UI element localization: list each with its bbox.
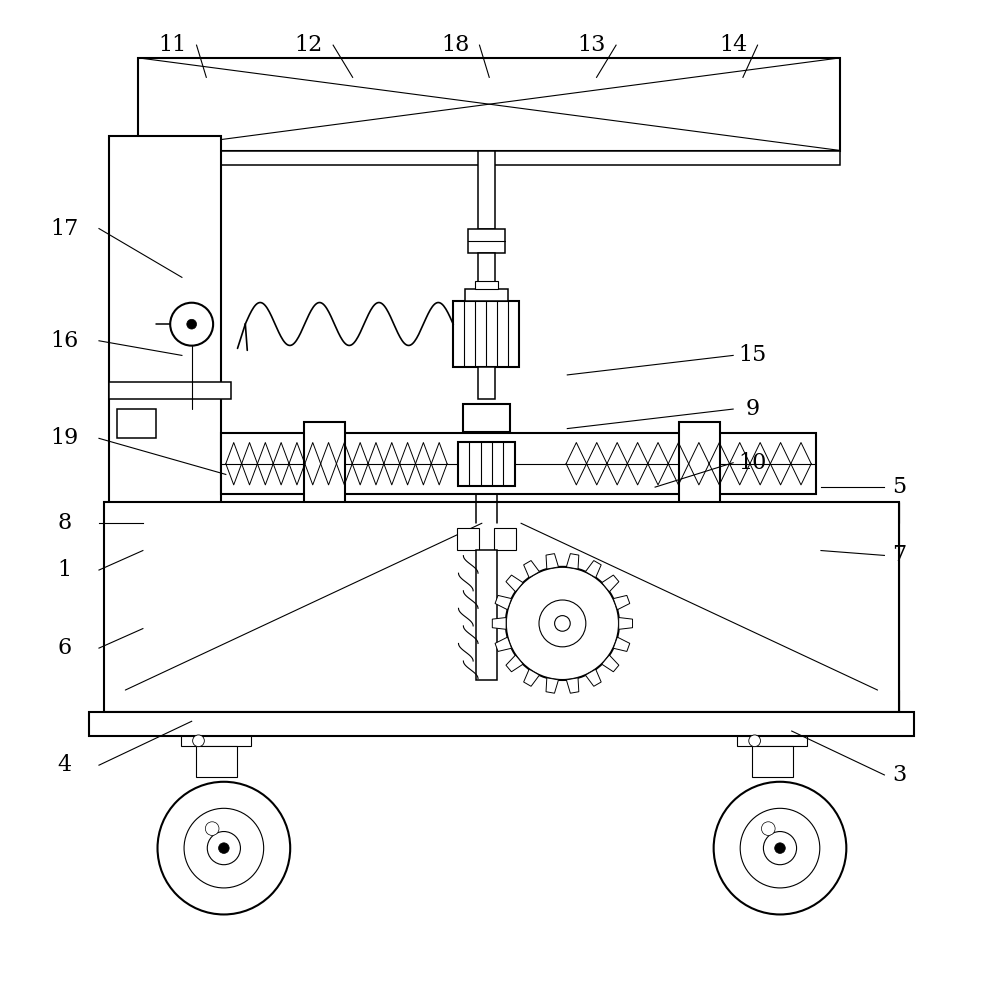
Text: 7: 7 — [892, 544, 906, 567]
Bar — [477, 151, 495, 228]
Bar — [468, 228, 505, 253]
Bar — [104, 502, 126, 711]
Bar — [477, 253, 495, 302]
Bar — [138, 58, 840, 151]
Bar — [304, 422, 345, 506]
Text: 4: 4 — [58, 754, 72, 776]
Bar — [181, 736, 251, 746]
Text: 13: 13 — [578, 34, 606, 56]
Bar — [109, 382, 231, 400]
Bar — [680, 422, 721, 506]
Text: 18: 18 — [441, 34, 469, 56]
Bar — [877, 502, 899, 711]
Bar — [117, 409, 156, 438]
Bar — [476, 550, 497, 680]
Text: 15: 15 — [739, 344, 766, 366]
Text: 17: 17 — [51, 217, 79, 239]
Text: 16: 16 — [51, 330, 79, 351]
Circle shape — [714, 781, 846, 914]
Circle shape — [193, 735, 205, 747]
Circle shape — [171, 303, 214, 345]
Text: 19: 19 — [51, 427, 79, 450]
Polygon shape — [495, 637, 512, 651]
Circle shape — [741, 808, 819, 888]
Circle shape — [761, 822, 775, 835]
Text: 8: 8 — [58, 513, 72, 534]
Polygon shape — [492, 618, 506, 630]
Polygon shape — [619, 618, 633, 630]
Bar — [89, 711, 913, 736]
Bar — [738, 736, 807, 746]
Bar — [463, 404, 510, 432]
Polygon shape — [614, 637, 630, 651]
Circle shape — [219, 843, 230, 853]
Polygon shape — [506, 575, 523, 591]
Text: 3: 3 — [892, 764, 906, 786]
Circle shape — [184, 808, 263, 888]
Text: 11: 11 — [158, 34, 187, 56]
Bar — [457, 528, 478, 550]
Polygon shape — [524, 561, 539, 578]
Bar — [453, 301, 520, 367]
Polygon shape — [614, 595, 630, 610]
Circle shape — [206, 822, 219, 835]
Circle shape — [187, 319, 197, 329]
Text: 12: 12 — [294, 34, 323, 56]
Bar — [109, 136, 221, 536]
Circle shape — [555, 616, 570, 631]
Polygon shape — [495, 595, 512, 610]
Bar — [494, 528, 516, 550]
Circle shape — [763, 831, 796, 865]
Bar — [475, 281, 498, 289]
Circle shape — [539, 600, 586, 646]
Text: 14: 14 — [719, 34, 748, 56]
Polygon shape — [586, 561, 601, 578]
Circle shape — [748, 735, 760, 747]
Text: 10: 10 — [739, 452, 766, 473]
Polygon shape — [546, 678, 559, 693]
Polygon shape — [546, 554, 559, 569]
Bar — [196, 746, 237, 777]
Bar — [104, 502, 899, 523]
Bar — [458, 442, 515, 486]
Polygon shape — [567, 554, 579, 569]
Bar — [104, 690, 899, 711]
Polygon shape — [524, 669, 539, 686]
Text: 1: 1 — [58, 559, 72, 582]
Bar — [476, 432, 497, 472]
Text: 5: 5 — [892, 476, 906, 498]
Circle shape — [208, 831, 241, 865]
Circle shape — [506, 567, 619, 680]
Bar — [138, 151, 840, 165]
Bar — [465, 289, 508, 301]
Bar — [104, 502, 899, 711]
Polygon shape — [506, 655, 523, 672]
Bar — [751, 746, 792, 777]
Polygon shape — [602, 575, 619, 591]
Polygon shape — [567, 678, 579, 693]
Circle shape — [774, 843, 785, 853]
Text: 9: 9 — [746, 399, 759, 420]
Polygon shape — [602, 655, 619, 672]
Bar — [477, 367, 495, 400]
Bar — [221, 434, 816, 494]
Polygon shape — [586, 669, 601, 686]
Circle shape — [158, 781, 290, 914]
Text: 6: 6 — [58, 637, 72, 659]
